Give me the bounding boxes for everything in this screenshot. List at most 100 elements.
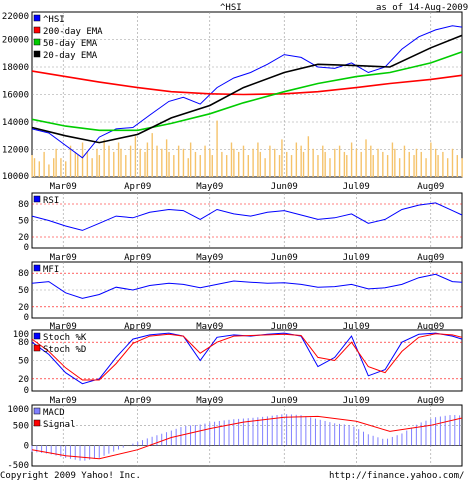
volume-bar xyxy=(216,120,218,177)
stoch-k-line xyxy=(31,332,463,385)
x-tick-label: Jul09 xyxy=(343,396,370,406)
signal-line xyxy=(31,415,463,460)
volume-bar xyxy=(209,148,211,177)
volume-bar xyxy=(307,136,310,177)
volume-bar xyxy=(86,151,89,177)
volume-bar xyxy=(117,142,120,177)
volume-bar xyxy=(187,158,189,177)
y-tick-label: 0 xyxy=(24,313,29,323)
volume-bar xyxy=(257,142,259,177)
volume-bar xyxy=(264,158,266,177)
volume-bar xyxy=(408,151,410,177)
legend-swatch xyxy=(33,332,41,340)
x-tick-label: May09 xyxy=(196,396,223,406)
volume-bar xyxy=(96,148,98,177)
volume-bar xyxy=(125,155,127,177)
volume-bar xyxy=(461,158,463,177)
legend-label: 200-day EMA xyxy=(43,27,103,37)
legend-label: Stoch %D xyxy=(43,345,86,355)
x-tick-label: Aug09 xyxy=(417,396,444,406)
legend-swatch xyxy=(33,14,41,22)
volume-bar xyxy=(377,148,379,177)
volume-bar xyxy=(446,158,449,177)
x-tick-label: May09 xyxy=(196,322,223,332)
rsi-panel: Mar09 Apr09 May09 Jun09 Jul09 Aug09 80 50 200 RSI xyxy=(18,192,463,263)
volume-bar xyxy=(290,155,293,177)
mfi-panel: Mar09 Apr09 May09 Jun09 Jul09 Aug09 80 50 200 MFI xyxy=(18,261,463,332)
volume-bar xyxy=(173,155,175,177)
y-tick-label: 50 xyxy=(18,286,29,296)
y-tick-label: 20000 xyxy=(2,36,29,46)
volume-bar xyxy=(360,151,362,177)
volume-bar xyxy=(372,155,374,177)
volume-bar xyxy=(177,145,180,177)
macd-frame xyxy=(31,404,463,467)
chart-panels: Mar09 Apr09 May09 Jun09 Jul09 Aug092200020000… xyxy=(2,11,463,471)
y-tick-label: 14000 xyxy=(2,118,29,128)
volume-bar xyxy=(442,151,444,177)
20-day-ema-line xyxy=(31,34,463,144)
legend-swatch xyxy=(33,407,41,415)
volume-bar xyxy=(43,151,45,177)
volume-bar xyxy=(300,145,302,177)
volume-bar xyxy=(168,151,170,177)
volume-bar xyxy=(38,161,41,177)
volume-bar xyxy=(394,148,396,177)
legend-swatch xyxy=(33,419,41,427)
macd-panel: 1000 500 0 -500 MACD Signal xyxy=(7,404,463,471)
volume-bar xyxy=(281,139,283,177)
legend-swatch xyxy=(33,264,41,272)
volume-bar xyxy=(295,142,298,177)
volume-bar xyxy=(322,145,324,177)
y-tick-label: 16000 xyxy=(2,91,29,101)
volume-bar xyxy=(48,164,50,177)
volume-bar xyxy=(151,133,153,177)
copyright-text: Copyright 2009 Yahoo! Inc. xyxy=(0,471,141,480)
volume-bar xyxy=(91,158,93,177)
x-tick-label: Jun09 xyxy=(271,322,298,332)
volume-bar xyxy=(211,155,213,177)
y-tick-label: 20 xyxy=(18,233,29,243)
rsi-line xyxy=(31,202,463,231)
-hsi-line xyxy=(31,25,463,159)
volume-bar xyxy=(382,151,384,177)
volume-bar xyxy=(329,158,331,177)
rsi-frame xyxy=(31,192,463,249)
volume-bar xyxy=(413,155,415,177)
volume-bar xyxy=(81,142,84,177)
volume-bar xyxy=(269,145,271,177)
legend-label: 20-day EMA xyxy=(43,51,98,61)
volume-bar xyxy=(98,155,101,177)
y-tick-label: 80 xyxy=(18,338,29,348)
stoch-d-line xyxy=(31,333,463,381)
volume-bar xyxy=(65,161,67,177)
volume-bar xyxy=(242,145,245,177)
volume-bar xyxy=(199,155,201,177)
x-tick-label: Mar09 xyxy=(50,182,77,192)
volume-bar xyxy=(156,145,158,177)
legend-label: RSI xyxy=(43,196,59,206)
x-tick-label: May09 xyxy=(196,253,223,263)
x-tick-label: Jun09 xyxy=(271,253,298,263)
volume-bar xyxy=(194,151,197,177)
y-tick-label: -500 xyxy=(7,461,29,471)
x-tick-label: Apr09 xyxy=(124,182,151,192)
volume-bar xyxy=(33,158,36,177)
volume-bar xyxy=(108,145,110,177)
volume-bar xyxy=(434,148,437,177)
volume-bar xyxy=(324,151,326,177)
volume-bar xyxy=(278,155,281,177)
volume-bar xyxy=(134,136,137,177)
source-url[interactable]: http://finance.yahoo.com/ xyxy=(329,471,464,480)
volume-bar xyxy=(317,155,319,177)
volume-bar xyxy=(161,148,163,177)
y-tick-label: 50 xyxy=(18,217,29,227)
volume-bar xyxy=(403,145,406,177)
y-tick-label: 18000 xyxy=(2,63,29,73)
volume-bar xyxy=(204,145,206,177)
price-panel: Mar09 Apr09 May09 Jun09 Jul09 Aug09 22000 20000… xyxy=(2,11,463,192)
volume-bar xyxy=(274,148,276,177)
x-tick-label: May09 xyxy=(196,182,223,192)
